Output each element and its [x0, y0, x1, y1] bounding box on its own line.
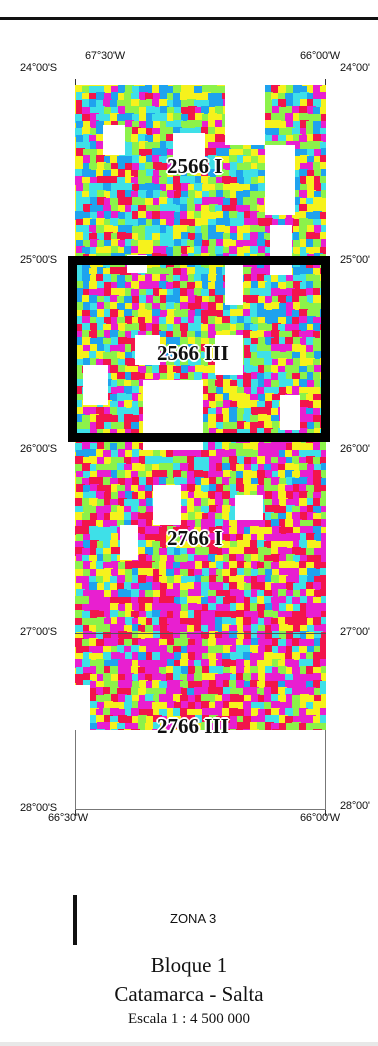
lon-label-bottom-right: 66°00'W — [300, 812, 340, 824]
lon-label-bottom-left: 66°30'W — [48, 812, 88, 824]
bottom-border — [0, 1042, 378, 1046]
lon-label-top-right: 66°00'W — [300, 50, 340, 62]
lon-label-top-left: 67°30'W — [85, 50, 125, 62]
sheet-label-2766-iii: 2766 III — [157, 714, 229, 738]
tick-top-left — [75, 79, 76, 85]
tick-top-right — [325, 79, 326, 85]
lat-label-26-left: 26°00'S — [20, 443, 57, 455]
highlighted-sheet-frame — [68, 256, 330, 442]
legend-label: ZONA 3 — [170, 911, 217, 926]
sheet-label-2766-i: 2766 I — [167, 526, 223, 550]
tick-bottom-right — [325, 810, 326, 816]
map-region: Catamarca - Salta — [114, 982, 264, 1006]
map-title: Bloque 1 — [150, 953, 228, 977]
grid-line-27s — [75, 633, 326, 634]
legend-line-symbol — [73, 895, 77, 945]
map-scale: Escala 1 : 4 500 000 — [127, 1011, 251, 1027]
lat-label-26-right: 26°00' — [340, 443, 370, 455]
lat-label-27-right: 27°00' — [340, 626, 370, 638]
lat-label-24-left: 24°00'S — [20, 62, 57, 74]
lat-label-28-left: 28°00'S — [20, 802, 57, 814]
lat-label-28-right: 28°00' — [340, 800, 370, 812]
lat-label-25-right: 25°00' — [340, 254, 370, 266]
lat-label-25-left: 25°00'S — [20, 254, 57, 266]
sheet-label-2566-iii: 2566 III — [157, 341, 229, 365]
top-border — [0, 0, 378, 20]
satellite-image — [75, 85, 326, 730]
classification-raster — [75, 85, 326, 730]
lat-label-27-left: 27°00'S — [20, 626, 57, 638]
tick-bottom-left — [75, 810, 76, 816]
lat-label-24-right: 24°00' — [340, 62, 370, 74]
sheet-label-2566-i: 2566 I — [167, 154, 223, 178]
